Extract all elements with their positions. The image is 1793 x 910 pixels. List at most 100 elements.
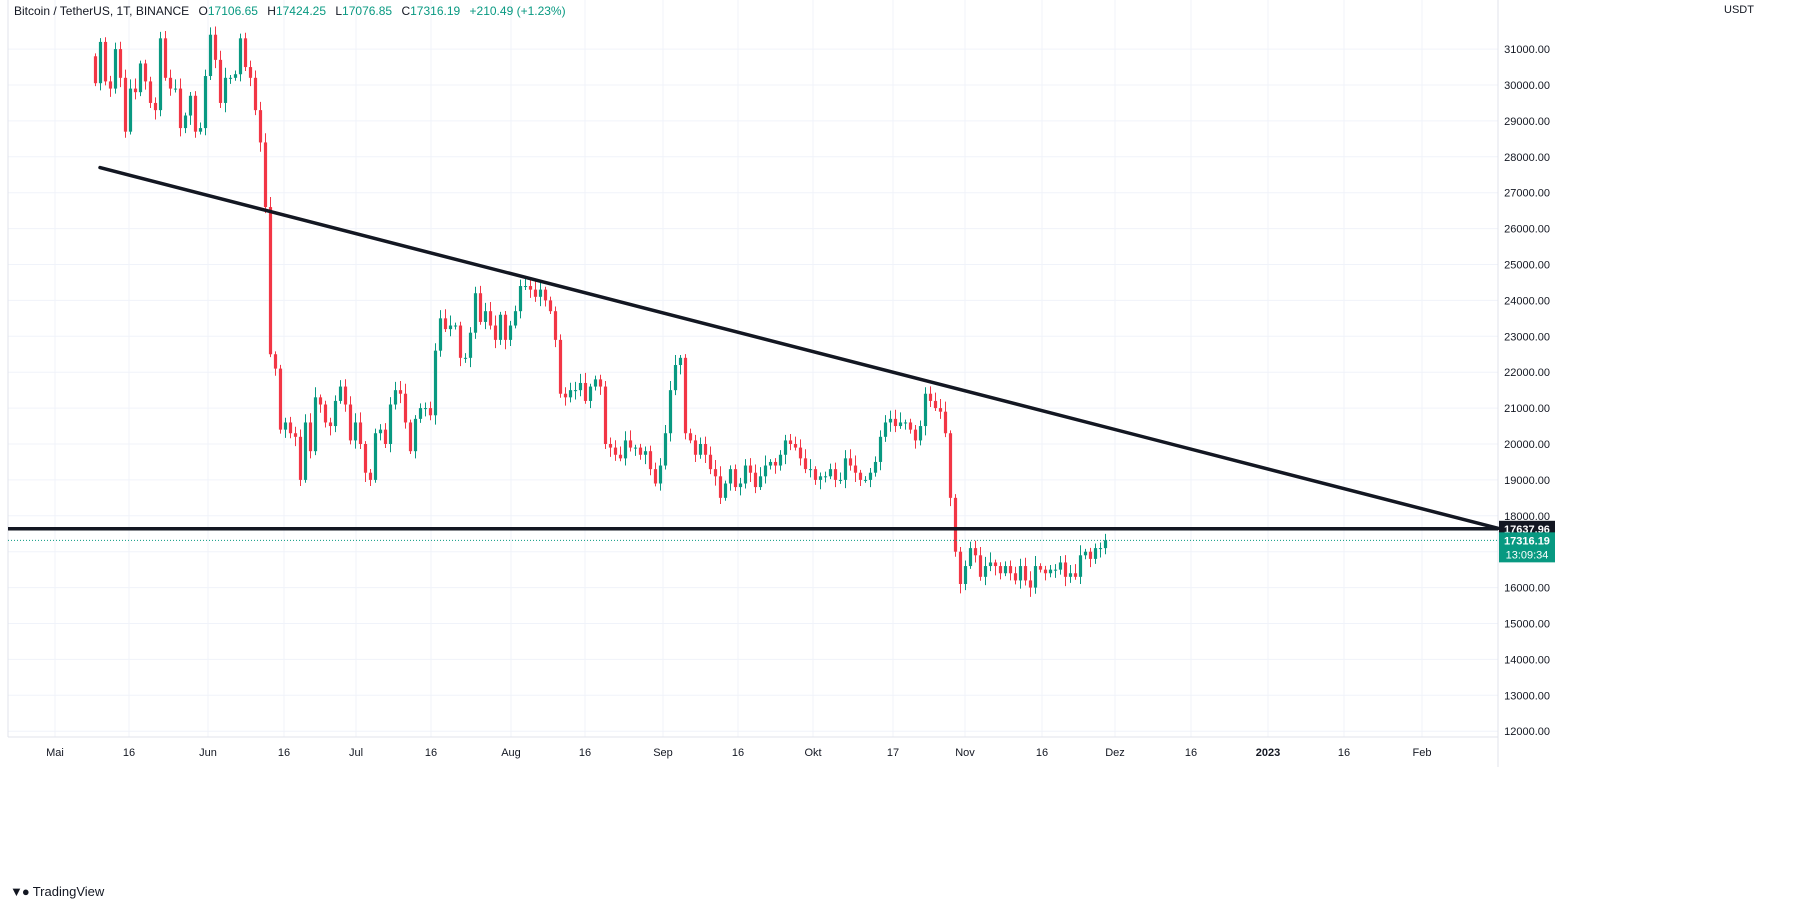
candle-body bbox=[143, 63, 148, 82]
candle-body bbox=[458, 325, 463, 358]
candle-body bbox=[628, 440, 633, 448]
candle-body bbox=[563, 393, 568, 398]
tradingview-brand[interactable]: ▼● TradingView bbox=[10, 884, 104, 899]
time-tick-label: Nov bbox=[955, 747, 975, 759]
candle-body bbox=[103, 41, 108, 82]
candle-body bbox=[323, 404, 328, 423]
candle-body bbox=[248, 67, 253, 78]
candle-body bbox=[1023, 566, 1028, 581]
candle-body bbox=[168, 77, 173, 89]
candle-body bbox=[138, 63, 143, 93]
price-tick-label: 28000.00 bbox=[1504, 152, 1550, 164]
price-tick-label: 14000.00 bbox=[1504, 654, 1550, 666]
time-tick-label: 16 bbox=[1338, 747, 1350, 759]
candle-body bbox=[1088, 551, 1093, 559]
candle-body bbox=[753, 472, 758, 488]
low-value: 17076.85 bbox=[342, 4, 393, 18]
candle-body bbox=[603, 386, 608, 444]
candle-body bbox=[648, 451, 653, 470]
candle-body bbox=[538, 289, 543, 297]
candle-body bbox=[1083, 551, 1088, 556]
candle-body bbox=[658, 465, 663, 484]
candle-body bbox=[843, 458, 848, 480]
candle-body bbox=[193, 95, 198, 132]
candles bbox=[93, 26, 1108, 597]
candle-body bbox=[943, 411, 948, 434]
candle-body bbox=[558, 339, 563, 394]
candle-body bbox=[773, 461, 778, 466]
symbol-legend: Bitcoin / TetherUS, 1T, BINANCE O17106.6… bbox=[14, 4, 566, 18]
candle-body bbox=[788, 440, 793, 444]
candle-body bbox=[453, 325, 458, 327]
candle-body bbox=[883, 422, 888, 437]
candle-body bbox=[493, 325, 498, 340]
candle-body bbox=[408, 422, 413, 452]
candle-body bbox=[418, 408, 423, 419]
candle-body bbox=[893, 418, 898, 427]
candle-body bbox=[478, 293, 483, 322]
candle-body bbox=[783, 440, 788, 455]
candle-body bbox=[133, 88, 138, 93]
candle-body bbox=[908, 422, 913, 430]
time-tick-label: 17 bbox=[887, 747, 899, 759]
candle-body bbox=[693, 440, 698, 455]
candle-body bbox=[793, 444, 798, 448]
candle-body bbox=[1048, 569, 1053, 574]
time-tick-label: Aug bbox=[501, 747, 521, 759]
candle-body bbox=[278, 368, 283, 430]
candle-body bbox=[583, 382, 588, 401]
candle-body bbox=[733, 469, 738, 488]
price-tick-label: 31000.00 bbox=[1504, 44, 1550, 56]
candle-body bbox=[233, 74, 238, 78]
candle-body bbox=[348, 404, 353, 441]
candle-body bbox=[183, 115, 188, 129]
candle-body bbox=[643, 451, 648, 455]
candle-body bbox=[468, 332, 473, 358]
candle-body bbox=[328, 422, 333, 427]
candle-body bbox=[838, 479, 843, 481]
candle-body bbox=[878, 436, 883, 462]
candle-body bbox=[573, 390, 578, 392]
candle-body bbox=[953, 497, 958, 552]
candle-body bbox=[638, 447, 643, 455]
candle-body bbox=[738, 483, 743, 488]
candle-body bbox=[388, 404, 393, 444]
candle-body bbox=[148, 81, 153, 103]
price-tick-label: 13000.00 bbox=[1504, 690, 1550, 702]
price-tick-label: 21000.00 bbox=[1504, 403, 1550, 415]
candle-body bbox=[98, 41, 103, 84]
time-tick-label: Sep bbox=[653, 747, 673, 759]
candle-body bbox=[1058, 562, 1063, 570]
symbol-title[interactable]: Bitcoin / TetherUS, 1T, BINANCE bbox=[14, 4, 190, 18]
candle-body bbox=[523, 286, 528, 288]
currency-label[interactable]: USDT bbox=[1724, 4, 1754, 16]
candle-body bbox=[868, 472, 873, 480]
candle-body bbox=[1018, 566, 1023, 581]
candle-body bbox=[848, 458, 853, 466]
candle-body bbox=[983, 566, 988, 577]
candle-body bbox=[828, 469, 833, 477]
candle-body bbox=[1003, 566, 1008, 574]
candle-body bbox=[1103, 540, 1108, 549]
candle-body bbox=[243, 38, 248, 68]
candle-body bbox=[903, 422, 908, 424]
time-tick-label: 16 bbox=[425, 747, 437, 759]
price-tick-label: 27000.00 bbox=[1504, 188, 1550, 200]
candle-body bbox=[393, 390, 398, 405]
candle-body bbox=[108, 81, 113, 89]
candle-body bbox=[263, 142, 268, 208]
price-tick-label: 18000.00 bbox=[1504, 511, 1550, 523]
candle-body bbox=[163, 38, 168, 78]
candle-body bbox=[258, 110, 263, 143]
price-tick-label: 23000.00 bbox=[1504, 331, 1550, 343]
candle-body bbox=[633, 447, 638, 449]
candle-body bbox=[728, 469, 733, 484]
price-tick-label: 29000.00 bbox=[1504, 116, 1550, 128]
candle-body bbox=[403, 393, 408, 423]
candle-body bbox=[443, 318, 448, 330]
candle-body bbox=[833, 469, 838, 480]
candle-body bbox=[703, 444, 708, 455]
candle-body bbox=[978, 555, 983, 577]
